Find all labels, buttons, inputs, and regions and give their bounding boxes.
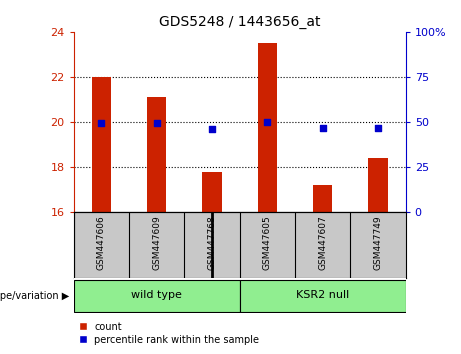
Text: GSM447768: GSM447768 xyxy=(207,216,217,270)
Text: wild type: wild type xyxy=(131,290,182,300)
Bar xyxy=(202,172,222,212)
Text: GSM447749: GSM447749 xyxy=(373,216,383,270)
Bar xyxy=(147,97,166,212)
Bar xyxy=(92,77,111,212)
Point xyxy=(319,126,326,131)
Title: GDS5248 / 1443656_at: GDS5248 / 1443656_at xyxy=(159,16,320,29)
Text: GSM447607: GSM447607 xyxy=(318,216,327,270)
Point xyxy=(374,125,382,130)
FancyBboxPatch shape xyxy=(240,280,406,312)
Point xyxy=(208,126,216,132)
Text: GSM447605: GSM447605 xyxy=(263,216,272,270)
FancyBboxPatch shape xyxy=(74,280,240,312)
Text: KSR2 null: KSR2 null xyxy=(296,290,349,300)
Bar xyxy=(313,185,332,212)
Text: GSM447609: GSM447609 xyxy=(152,216,161,270)
Point xyxy=(264,119,271,125)
Legend: count, percentile rank within the sample: count, percentile rank within the sample xyxy=(79,322,259,344)
Point xyxy=(153,120,160,126)
Point xyxy=(98,120,105,126)
Text: GSM447606: GSM447606 xyxy=(97,216,106,270)
Bar xyxy=(368,158,388,212)
Text: genotype/variation ▶: genotype/variation ▶ xyxy=(0,291,69,301)
Bar xyxy=(258,43,277,212)
